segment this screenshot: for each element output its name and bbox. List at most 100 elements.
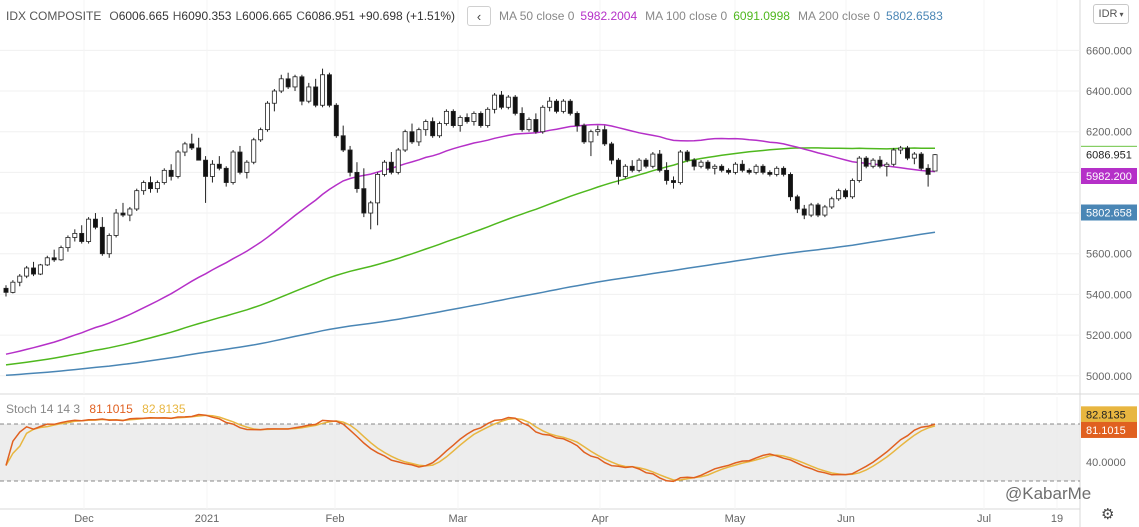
- candle-body: [99, 226, 105, 255]
- candle-body: [65, 237, 71, 249]
- high-value: 6090.353: [181, 9, 232, 23]
- time-tick-label: Feb: [326, 513, 345, 525]
- price-label-text: 5982.200: [1086, 171, 1132, 183]
- ma200-value: 5802.6583: [886, 9, 943, 23]
- candle-body: [141, 182, 147, 192]
- candle-body: [911, 153, 917, 159]
- candle-body: [650, 153, 656, 167]
- candle-body: [829, 198, 835, 208]
- candle-body: [547, 100, 553, 108]
- time-tick-label: Jul: [977, 513, 991, 525]
- candle-body: [843, 190, 849, 198]
- stoch-label-text: 81.1015: [1086, 425, 1126, 437]
- candle-body: [216, 163, 222, 169]
- candle-body: [72, 232, 78, 238]
- stoch-label-badge: [1081, 421, 1137, 438]
- moving-average-lines: [5, 123, 936, 377]
- ma100-value: 6091.0998: [733, 9, 790, 23]
- open-key: O: [109, 9, 119, 23]
- currency-selector-button[interactable]: IDR ▾: [1093, 4, 1129, 24]
- price-tick-label: 6200.000: [1086, 127, 1132, 139]
- candle-body: [684, 151, 690, 161]
- candle-body: [609, 143, 615, 161]
- candle-body: [712, 165, 718, 169]
- candle-body: [870, 159, 876, 167]
- candle-body: [464, 117, 470, 122]
- candle-body: [237, 151, 243, 173]
- candle-body: [581, 125, 587, 143]
- candle-body: [86, 218, 92, 242]
- candle-body: [457, 117, 463, 126]
- stoch-k-value: 81.1015: [89, 402, 133, 416]
- candle-body: [492, 94, 498, 110]
- candle-body: [739, 163, 745, 171]
- candle-body: [368, 202, 374, 214]
- gear-icon[interactable]: ⚙: [1101, 506, 1115, 523]
- candle-body: [388, 161, 394, 173]
- time-tick-label: Mar: [449, 513, 468, 525]
- candle-body: [17, 275, 23, 283]
- candle-body: [808, 204, 814, 216]
- candle-body: [836, 190, 842, 200]
- candle-body: [898, 147, 904, 151]
- candle-body: [595, 129, 601, 133]
- axes: 6600.0006400.0006200.0006000.0005800.000…: [74, 45, 1137, 525]
- stoch-legend: Stoch 14 14 3 81.1015 82.8135: [6, 402, 186, 416]
- candle-body: [402, 131, 408, 151]
- candle-body: [423, 121, 429, 131]
- candle-body: [416, 129, 422, 143]
- collapse-legend-button[interactable]: ‹: [467, 6, 492, 26]
- stochastic-panel: [0, 413, 1080, 483]
- ma100-label: MA 100 close 0: [645, 9, 728, 23]
- candle-body: [244, 161, 250, 173]
- candle-body: [79, 232, 85, 242]
- candle-body: [822, 206, 828, 216]
- candle-body: [168, 169, 174, 177]
- candle-body: [657, 153, 663, 171]
- candle-body: [161, 169, 167, 183]
- candlestick-series: [3, 68, 938, 297]
- price-label-badge: [1081, 204, 1137, 221]
- time-tick-label: Apr: [591, 513, 608, 525]
- candle-body: [891, 149, 897, 165]
- candle-body: [299, 76, 305, 102]
- ma200-line: [5, 231, 936, 377]
- ma100-line: [5, 147, 935, 366]
- candle-body: [265, 102, 270, 131]
- candle-body: [306, 86, 312, 102]
- candle-body: [58, 247, 64, 261]
- candle-body: [574, 112, 580, 126]
- candle-body: [774, 167, 780, 175]
- candle-body: [533, 119, 539, 133]
- high-key: H: [172, 9, 182, 23]
- candle-body: [499, 94, 504, 108]
- candle-body: [746, 169, 752, 173]
- candle-body: [788, 174, 793, 198]
- chevron-left-icon: ‹: [476, 8, 482, 24]
- candle-body: [519, 112, 525, 131]
- candle-body: [196, 147, 202, 161]
- candle-body: [285, 78, 291, 88]
- candle-body: [278, 78, 284, 92]
- candle-body: [794, 196, 800, 210]
- candle-body: [361, 188, 367, 214]
- candle-body: [560, 100, 566, 112]
- candle-body: [113, 212, 119, 236]
- time-tick-label: 2021: [195, 513, 219, 525]
- currency-label: IDR: [1098, 8, 1118, 20]
- low-key: L: [235, 9, 243, 23]
- candle-body: [326, 74, 332, 106]
- time-tick-label: Jun: [837, 513, 855, 525]
- candle-body: [478, 112, 484, 126]
- candle-body: [148, 182, 153, 190]
- candle-body: [382, 161, 387, 175]
- candle-body: [905, 147, 910, 159]
- price-label-badge: [1081, 167, 1137, 184]
- price-tick-label: 6400.000: [1086, 86, 1132, 98]
- candle-body: [203, 159, 209, 177]
- candle-body: [209, 163, 215, 177]
- candle-body: [691, 159, 697, 167]
- symbol-name: IDX COMPOSITE: [6, 9, 102, 23]
- candle-body: [705, 161, 711, 169]
